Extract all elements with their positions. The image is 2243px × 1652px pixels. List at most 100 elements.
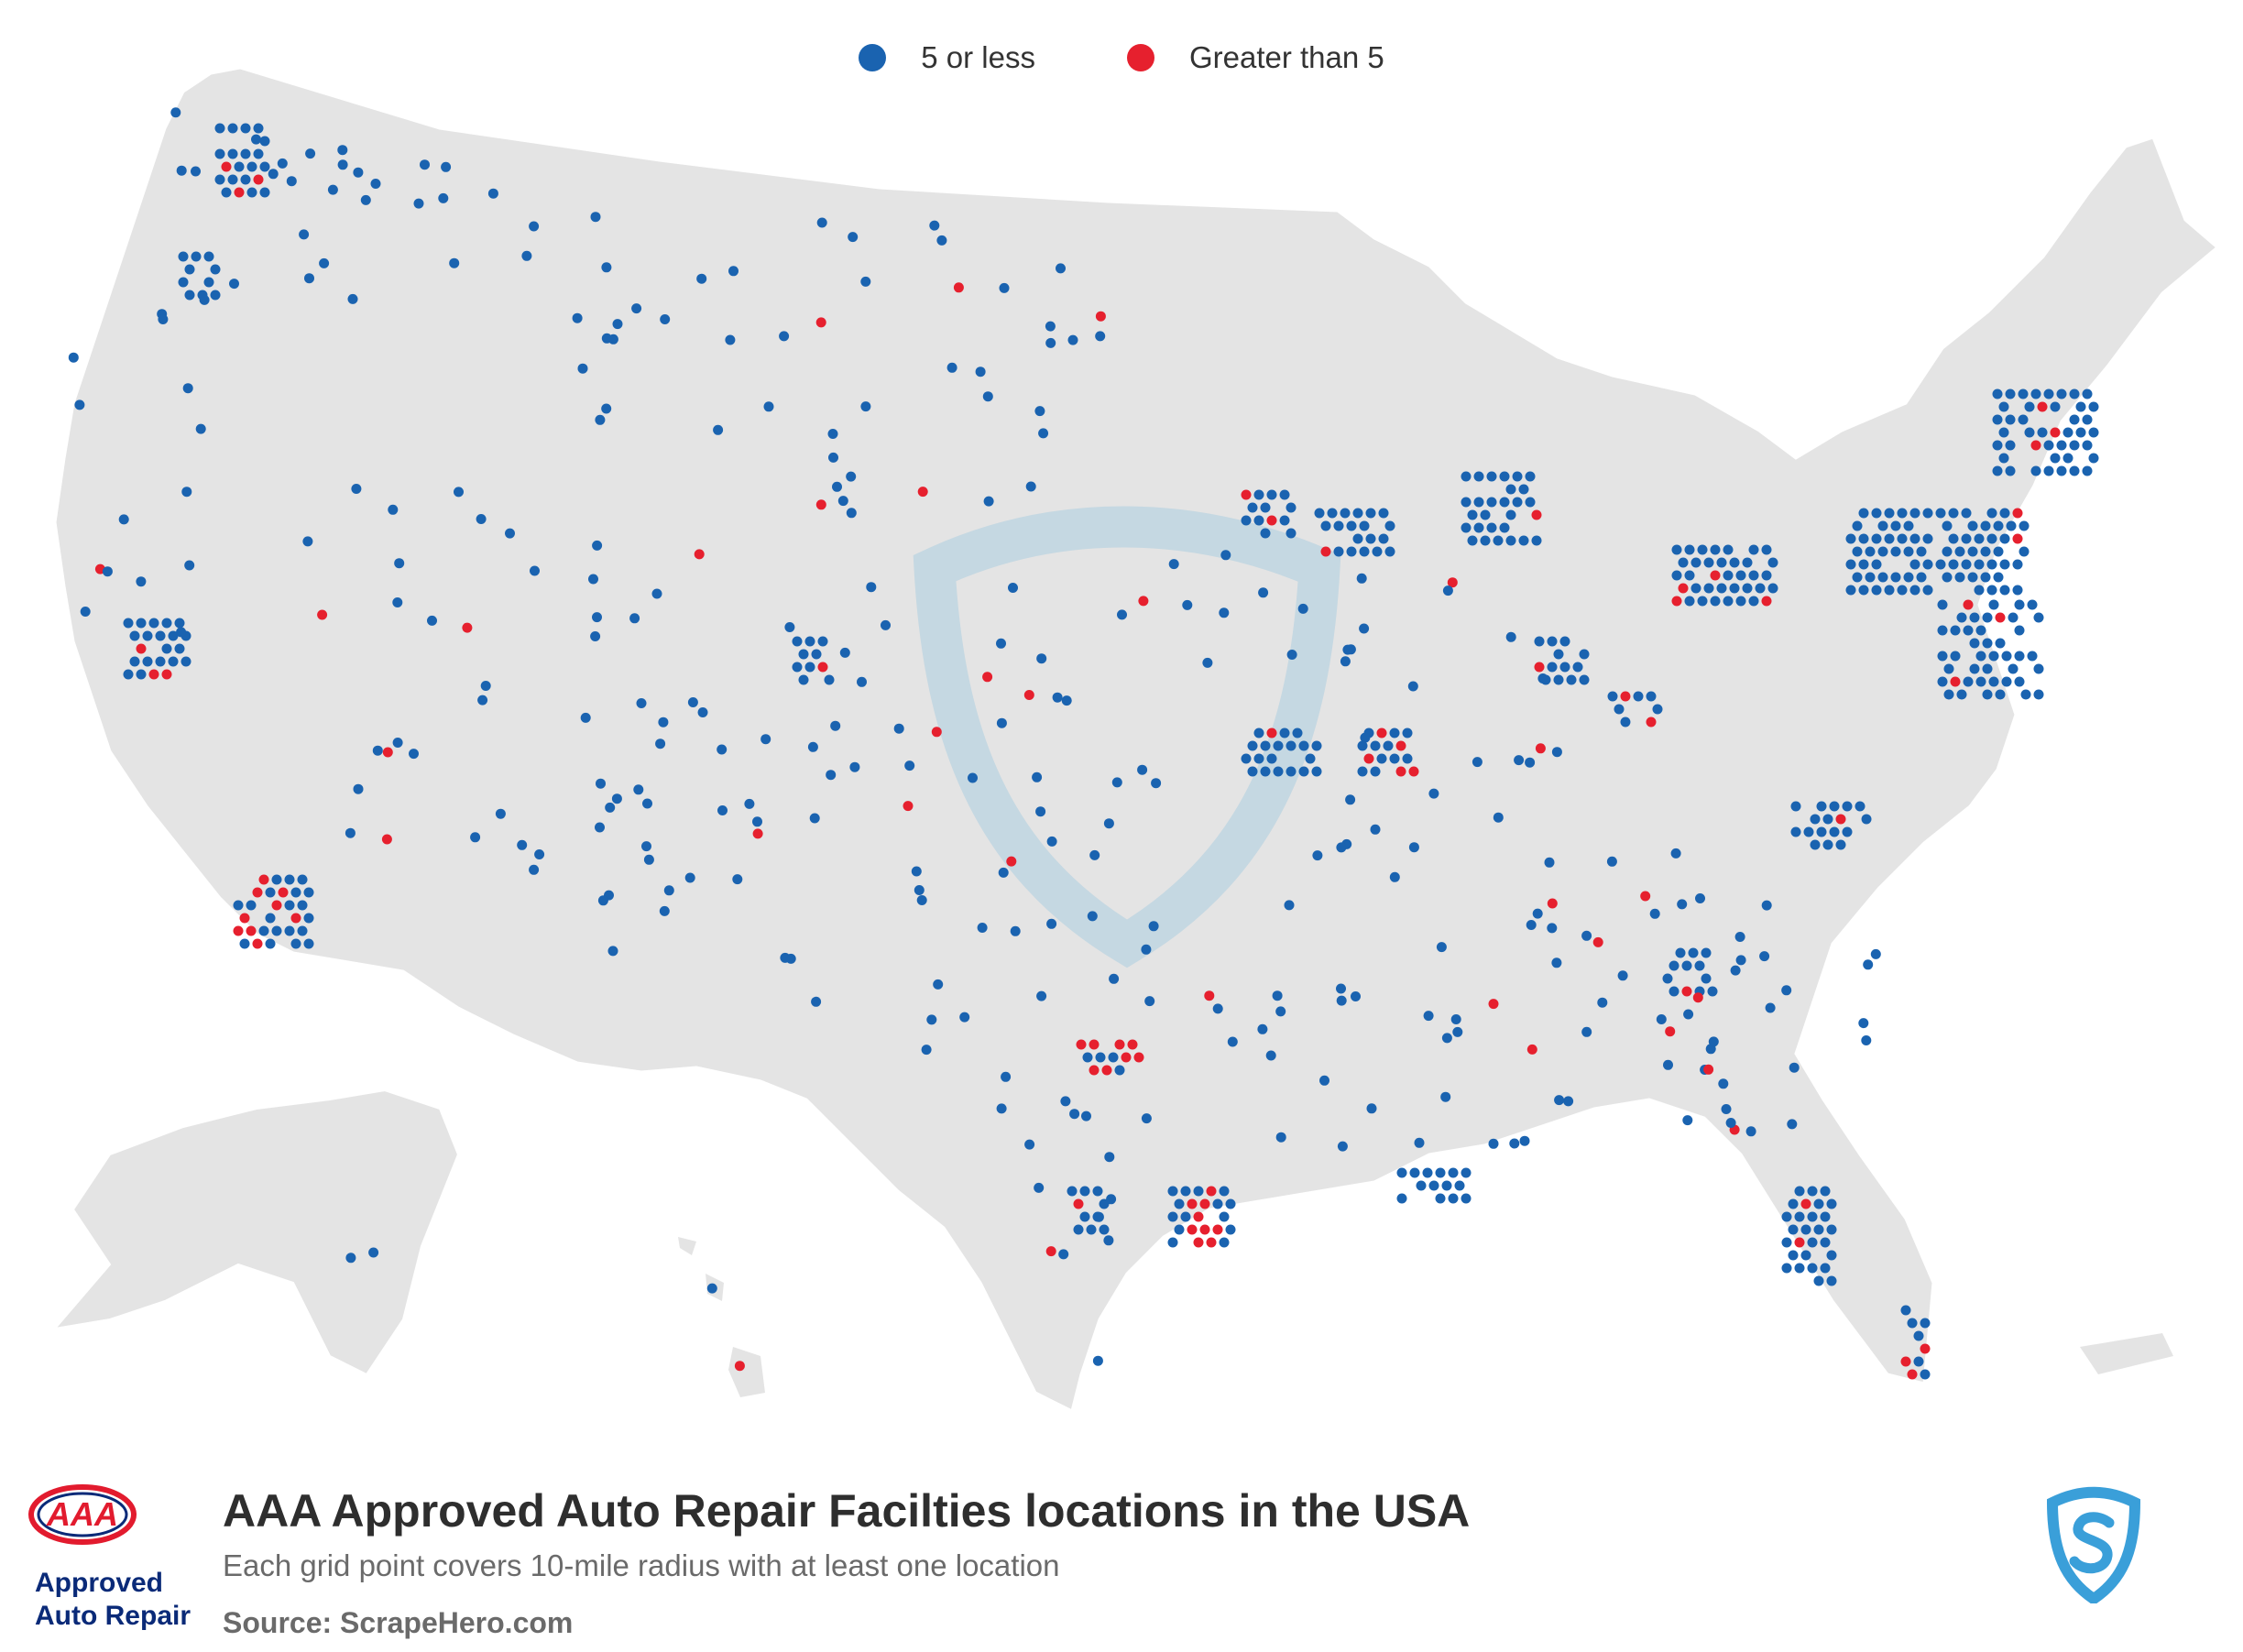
location-dot-small bbox=[1008, 583, 1018, 593]
location-dot-small bbox=[1820, 1186, 1831, 1197]
location-dot-small bbox=[1052, 692, 1063, 703]
location-dot-small bbox=[420, 159, 430, 170]
location-dot-small bbox=[394, 558, 405, 569]
location-dot-small bbox=[1913, 1356, 1924, 1367]
location-dot-large bbox=[1646, 717, 1657, 728]
location-dot-small bbox=[1810, 839, 1821, 850]
location-dot-large bbox=[1073, 1198, 1084, 1209]
location-dot-small bbox=[1087, 911, 1098, 922]
location-dot-small bbox=[933, 979, 944, 990]
location-dot-small bbox=[174, 643, 185, 654]
location-dot-small bbox=[2008, 663, 2019, 674]
location-dot-large bbox=[1101, 1065, 1112, 1076]
location-dot-small bbox=[1877, 546, 1888, 557]
location-dot-small bbox=[1319, 1075, 1329, 1086]
location-dot-small bbox=[74, 399, 85, 410]
location-dot-small bbox=[1493, 535, 1504, 546]
location-dot-small bbox=[1554, 1095, 1565, 1106]
location-dot-small bbox=[1897, 585, 1908, 596]
location-dot-small bbox=[597, 895, 608, 906]
location-dot-small bbox=[1551, 747, 1562, 758]
location-dot-small bbox=[1340, 656, 1351, 667]
location-dot-small bbox=[1346, 520, 1357, 531]
location-dot-large bbox=[815, 317, 826, 328]
location-dot-small bbox=[2014, 625, 2025, 636]
location-dot-small bbox=[1067, 334, 1078, 345]
location-dot-small bbox=[1279, 515, 1290, 526]
location-dot-small bbox=[305, 148, 316, 159]
location-dot-large bbox=[278, 887, 289, 898]
location-dot-small bbox=[611, 793, 622, 804]
location-dot-small bbox=[1829, 826, 1840, 837]
location-dot-small bbox=[1633, 691, 1644, 702]
location-dot-small bbox=[1227, 1036, 1238, 1047]
location-dot-small bbox=[427, 615, 437, 626]
location-dot-small bbox=[1999, 533, 2010, 544]
location-dot-small bbox=[732, 874, 743, 885]
location-dot-small bbox=[290, 887, 301, 898]
location-dot-small bbox=[1440, 1091, 1451, 1102]
location-dot-small bbox=[1992, 440, 2003, 451]
location-dot-small bbox=[1311, 740, 1322, 751]
location-dot-small bbox=[2050, 401, 2061, 412]
location-dot-small bbox=[1551, 957, 1562, 968]
location-dot-small bbox=[807, 741, 818, 752]
location-dot-small bbox=[1359, 520, 1370, 531]
location-dot-small bbox=[195, 423, 206, 434]
location-dot-small bbox=[142, 656, 153, 667]
location-dot-small bbox=[2027, 651, 2038, 662]
location-dot-small bbox=[1794, 1211, 1805, 1222]
location-dot-small bbox=[1108, 1052, 1119, 1063]
location-dot-small bbox=[1909, 508, 1920, 519]
location-dot-small bbox=[1547, 923, 1558, 934]
location-dot-small bbox=[181, 487, 192, 498]
location-dot-small bbox=[1103, 1235, 1114, 1246]
location-dot-small bbox=[1710, 596, 1721, 607]
location-dot-small bbox=[1279, 489, 1290, 500]
location-dot-small bbox=[1461, 522, 1472, 533]
location-dot-small bbox=[760, 734, 771, 745]
location-dot-small bbox=[136, 669, 147, 680]
location-dot-small bbox=[1845, 585, 1856, 596]
location-dot-large bbox=[1187, 1224, 1198, 1235]
location-dot-small bbox=[1514, 755, 1525, 766]
location-dot-small bbox=[123, 669, 134, 680]
location-dot-small bbox=[706, 1283, 717, 1294]
location-dot-small bbox=[658, 717, 669, 728]
location-dot-small bbox=[857, 676, 867, 687]
location-dot-small bbox=[1396, 1167, 1407, 1178]
location-dot-small bbox=[1452, 1026, 1463, 1037]
location-dot-large bbox=[1907, 1369, 1918, 1380]
location-dot-large bbox=[2050, 427, 2061, 438]
location-dot-small bbox=[1106, 1194, 1117, 1205]
location-dot-small bbox=[1877, 520, 1888, 531]
location-dot-small bbox=[158, 314, 169, 324]
location-dot-small bbox=[214, 123, 225, 134]
location-dot-small bbox=[1428, 788, 1439, 799]
location-dot-small bbox=[1999, 559, 2010, 570]
location-dot-small bbox=[302, 536, 313, 547]
location-dot-small bbox=[1916, 546, 1927, 557]
location-dot-small bbox=[1389, 753, 1400, 764]
location-dot-small bbox=[1858, 533, 1869, 544]
location-dot-small bbox=[1473, 522, 1484, 533]
location-dot-small bbox=[1284, 900, 1295, 911]
location-dot-small bbox=[1745, 1126, 1756, 1137]
location-dot-small bbox=[1790, 826, 1801, 837]
location-dot-small bbox=[1441, 1180, 1452, 1191]
location-dot-small bbox=[2056, 465, 2067, 476]
location-dot-large bbox=[234, 187, 245, 198]
location-dot-large bbox=[1447, 577, 1458, 588]
location-dot-small bbox=[1948, 559, 1959, 570]
location-dot-small bbox=[277, 158, 288, 169]
location-dot-small bbox=[926, 1014, 937, 1025]
location-dot-small bbox=[1286, 766, 1297, 777]
location-dot-small bbox=[1842, 826, 1853, 837]
location-dot-small bbox=[161, 643, 172, 654]
location-dot-small bbox=[1852, 546, 1863, 557]
location-dot-small bbox=[1708, 1036, 1719, 1047]
location-dot-small bbox=[1473, 497, 1484, 508]
location-dot-small bbox=[1969, 612, 1980, 623]
location-dot-large bbox=[2037, 401, 2048, 412]
location-dot-small bbox=[1787, 1119, 1798, 1130]
